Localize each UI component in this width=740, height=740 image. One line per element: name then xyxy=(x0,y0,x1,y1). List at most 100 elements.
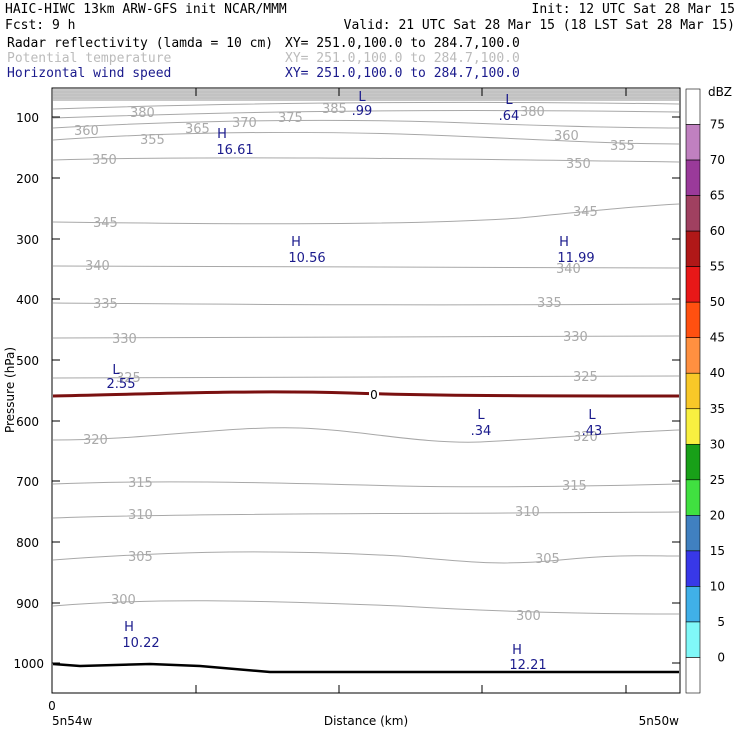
field-wind-label: Horizontal wind speed xyxy=(7,66,171,81)
y-tick-label: 100 xyxy=(16,111,39,125)
colorbar-level-label: 50 xyxy=(710,295,725,309)
wind-extremum-type: H xyxy=(217,127,227,142)
y-tick-label: 200 xyxy=(16,172,39,186)
field-theta-xy: XY= 251.0,100.0 to 284.7,100.0 xyxy=(285,51,520,66)
colorbar-level-label: 45 xyxy=(710,331,725,345)
theta-label: 350 xyxy=(566,157,591,172)
wind-extremum-value: 10.22 xyxy=(122,636,159,651)
colorbar-swatch xyxy=(685,443,701,481)
colorbar-unit-label: dBZ xyxy=(708,85,732,99)
wind-extremum-type: L xyxy=(588,408,596,423)
x-right-endpoint-label: 5n50w xyxy=(639,714,680,728)
colorbar-level-label: 10 xyxy=(710,579,725,593)
colorbar-swatch xyxy=(685,337,701,374)
theta-label: 320 xyxy=(573,430,598,445)
reflectivity-zero-contour xyxy=(52,390,680,398)
colorbar-swatch xyxy=(685,372,701,410)
colorbar-swatch xyxy=(685,515,701,552)
theta-label: 375 xyxy=(278,111,303,126)
colorbar-swatch xyxy=(685,408,701,445)
theta-label: 340 xyxy=(556,262,581,277)
colorbar-swatch xyxy=(685,159,701,196)
theta-label: 360 xyxy=(554,129,579,144)
theta-label: 310 xyxy=(515,505,540,520)
field-theta-label: Potential temperature xyxy=(7,51,172,66)
header-valid-time: Valid: 21 UTC Sat 28 Mar 15 (18 LST Sat … xyxy=(344,18,735,33)
plot-area: 380 385 380 360 365 370 375 355 360 355 … xyxy=(51,87,681,694)
colorbar-swatches xyxy=(685,88,701,694)
colorbar-swatch xyxy=(685,88,701,125)
theta-label: 355 xyxy=(140,133,165,148)
theta-label: 335 xyxy=(93,297,118,312)
wind-extremum-value: 16.61 xyxy=(216,143,253,158)
y-axis-ticks xyxy=(52,116,680,664)
terrain-line xyxy=(52,662,679,674)
plot-frame xyxy=(51,87,681,694)
colorbar-swatch xyxy=(685,657,701,694)
colorbar-swatch xyxy=(685,301,701,339)
colorbar-level-label: 0 xyxy=(717,650,725,664)
colorbar-swatch xyxy=(685,550,701,587)
x-left-endpoint-label: 5n54w xyxy=(52,714,93,728)
x-axis-ticks xyxy=(51,88,627,693)
y-tick-label: 600 xyxy=(16,415,39,429)
colorbar-swatch xyxy=(685,195,701,232)
theta-label: 370 xyxy=(232,116,257,131)
y-axis: 100 200 300 400 500 600 700 800 900 1000… xyxy=(3,111,680,671)
reflectivity-contour-label: 0 xyxy=(370,388,378,402)
theta-label: 310 xyxy=(128,508,153,523)
x-axis: 0 5n54w 5n50w Distance (km) xyxy=(48,88,679,728)
colorbar-level-label: 5 xyxy=(717,615,725,629)
colorbar-level-label: 15 xyxy=(710,544,725,558)
header-forecast-hour: Fcst: 9 h xyxy=(5,18,75,33)
theta-label: 345 xyxy=(93,216,118,231)
theta-label: 300 xyxy=(111,593,136,608)
colorbar-level-label: 40 xyxy=(710,366,725,380)
theta-label-group: 380 385 380 360 365 370 375 355 360 355 … xyxy=(74,102,635,624)
colorbar-swatch xyxy=(685,230,701,267)
wind-extremum-type: L xyxy=(358,90,366,105)
theta-label: 385 xyxy=(322,102,347,117)
colorbar-level-label: 20 xyxy=(710,508,725,522)
colorbar-level-label: 70 xyxy=(710,153,725,167)
theta-label: 350 xyxy=(92,153,117,168)
y-tick-label: 1000 xyxy=(13,657,44,671)
theta-label: 365 xyxy=(185,122,210,137)
colorbar-level-label: 75 xyxy=(710,118,725,132)
theta-label: 340 xyxy=(85,259,110,274)
theta-label: 355 xyxy=(610,139,635,154)
field-reflectivity-xy: XY= 251.0,100.0 to 284.7,100.0 xyxy=(285,36,520,51)
theta-label: 335 xyxy=(537,296,562,311)
colorbar-swatch xyxy=(685,621,701,658)
y-tick-label: 700 xyxy=(16,475,39,489)
theta-label: 305 xyxy=(535,552,560,567)
theta-label: 330 xyxy=(112,332,137,347)
colorbar-swatch xyxy=(685,266,701,303)
wind-extrema-group: L .99 L .64 H 16.61 H 10.56 H 11.99 L 2.… xyxy=(107,90,603,673)
wind-extremum-type: H xyxy=(559,235,569,250)
theta-label: 315 xyxy=(562,479,587,494)
theta-label: 360 xyxy=(74,124,99,139)
wind-extremum-type: H xyxy=(512,643,522,658)
wind-extremum-value: .99 xyxy=(352,104,373,119)
theta-label: 345 xyxy=(573,205,598,220)
colorbar-swatch xyxy=(685,124,701,161)
theta-label: 325 xyxy=(116,371,141,386)
theta-label: 305 xyxy=(128,550,153,565)
y-tick-label: 800 xyxy=(16,536,39,550)
theta-label: 325 xyxy=(573,370,598,385)
wind-extremum-value: 2.55 xyxy=(107,377,136,392)
field-reflectivity-label: Radar reflectivity (lamda = 10 cm) xyxy=(7,36,273,51)
theta-label: 330 xyxy=(563,330,588,345)
colorbar-level-label: 30 xyxy=(710,437,725,451)
theta-label: 320 xyxy=(83,433,108,448)
y-tick-label: 500 xyxy=(16,354,39,368)
colorbar-swatch xyxy=(685,586,701,623)
colorbar-level-label: 65 xyxy=(710,189,725,203)
colorbar-level-label: 25 xyxy=(710,473,725,487)
field-wind-xy: XY= 251.0,100.0 to 284.7,100.0 xyxy=(285,66,520,81)
theta-label: 315 xyxy=(128,476,153,491)
